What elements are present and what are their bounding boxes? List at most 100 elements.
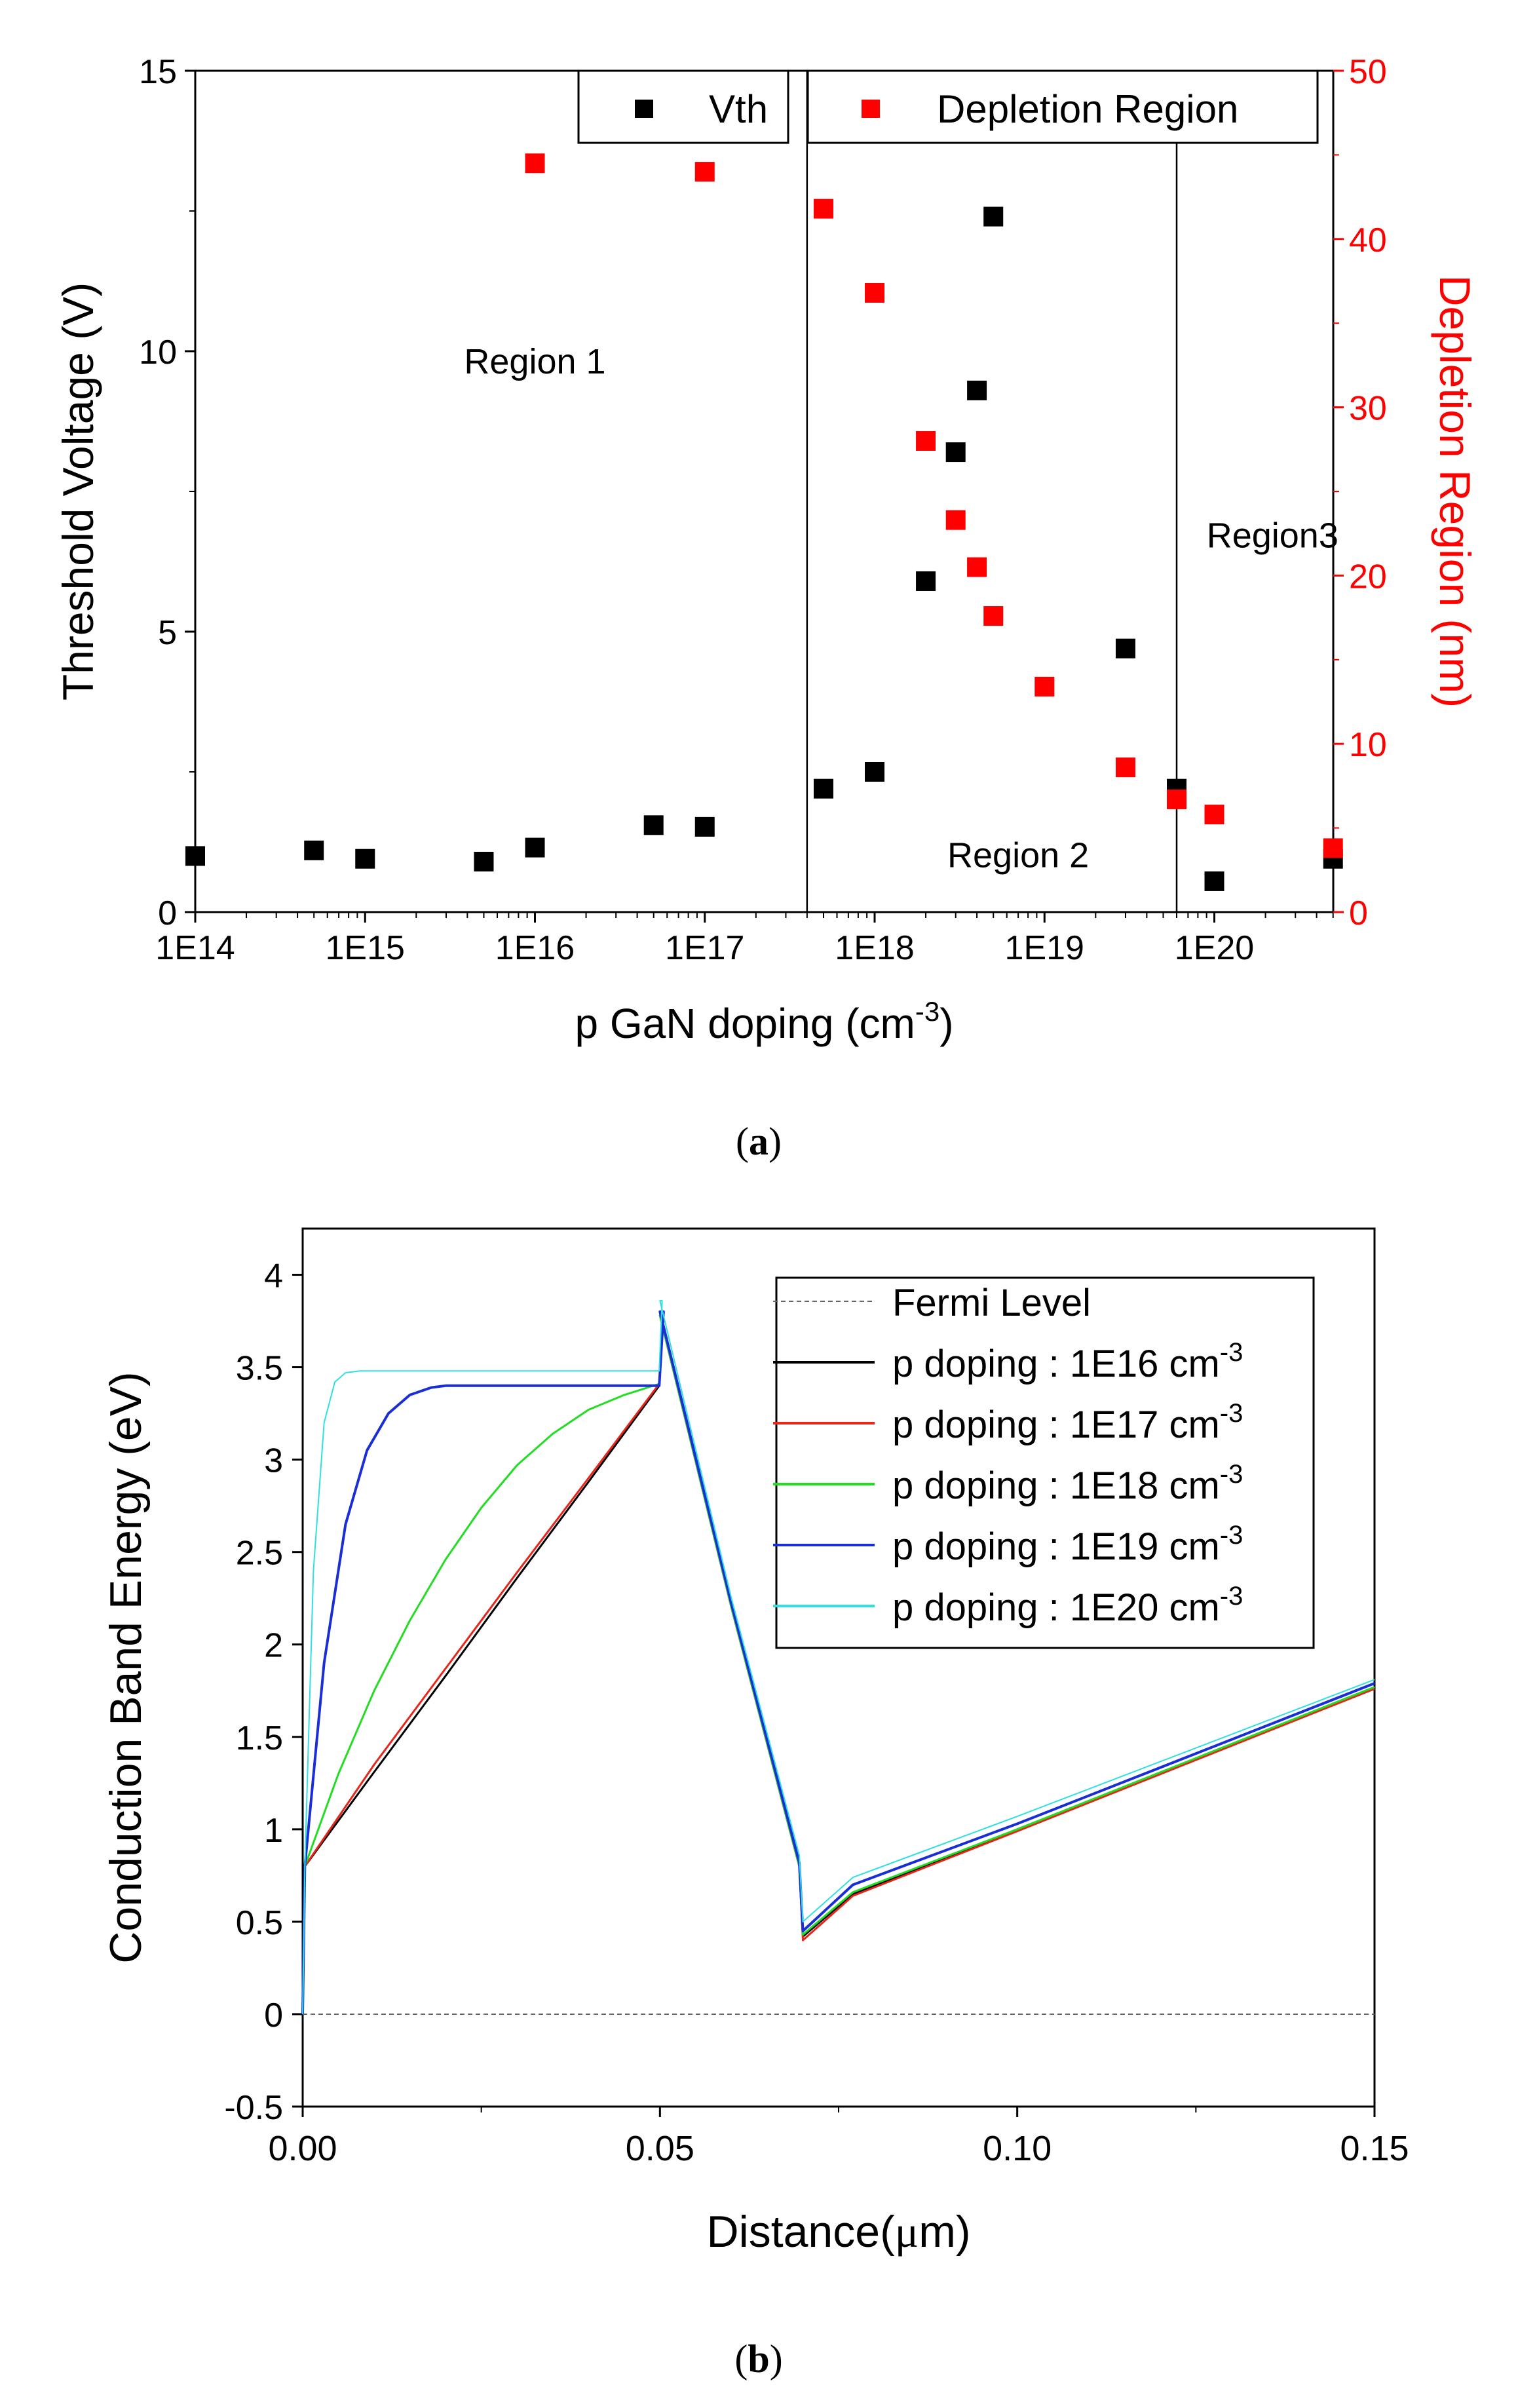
- y-right-tick-label: 30: [1349, 390, 1387, 428]
- depletion-point: [694, 162, 715, 182]
- vth-point: [643, 815, 664, 835]
- vth-point: [1115, 638, 1135, 659]
- y-tick-label: 0: [158, 894, 177, 932]
- x-axis-title-mu: μ: [895, 2207, 919, 2257]
- legend-label-2: p doping : 1E17 cm-3: [892, 1399, 1243, 1446]
- x-tick-label: 1E19: [1005, 929, 1084, 967]
- region-label-3: Region3: [1207, 516, 1338, 556]
- y-tick-label: 2: [264, 1627, 283, 1665]
- y-tick-label: 5: [158, 614, 177, 652]
- y-right-tick-label: 50: [1349, 53, 1387, 91]
- depletion-point: [916, 430, 936, 451]
- y-axis-title: Conduction Band Energy (eV): [101, 1371, 151, 1963]
- y-right-tick-label: 20: [1349, 558, 1387, 596]
- panel-b-caption: (b): [734, 2337, 782, 2380]
- vth-point: [525, 837, 545, 858]
- y-right-tick-label: 40: [1349, 221, 1387, 259]
- region-label-2: Region 2: [947, 836, 1089, 875]
- caption-open: (: [736, 1120, 749, 1163]
- vth-point: [945, 442, 966, 463]
- vth-point: [185, 846, 205, 866]
- x-tick-label: 1E17: [665, 929, 744, 967]
- depletion-point: [1167, 789, 1187, 809]
- depletion-point: [525, 153, 545, 174]
- depletion-point: [1034, 676, 1055, 697]
- legend-depletion-marker: [862, 100, 880, 118]
- vth-point: [865, 762, 885, 782]
- vth-point: [694, 816, 715, 837]
- legend-label-3: p doping : 1E18 cm-3: [892, 1460, 1243, 1507]
- x-axis-title: p GaN doping (cm-3): [575, 996, 953, 1047]
- legend-label-sup: -3: [1220, 1521, 1243, 1550]
- x-tick-label: 1E18: [835, 929, 914, 967]
- y-tick-label: 0.5: [236, 1904, 283, 1942]
- caption-letter: b: [748, 2337, 769, 2380]
- depletion-point: [1323, 838, 1343, 858]
- legend-label-5: p doping : 1E20 cm-3: [892, 1582, 1243, 1629]
- x-tick-label: 1E15: [326, 929, 405, 967]
- x-axis-title-unit: m): [919, 2207, 970, 2257]
- depletion-point: [945, 510, 966, 530]
- legend-depletion: Depletion Region: [806, 69, 1319, 144]
- vth-point: [355, 849, 375, 869]
- y-tick-label: 15: [139, 53, 177, 91]
- y-tick-label: 1: [264, 1812, 283, 1850]
- y-tick-label: 3.5: [236, 1350, 283, 1388]
- x-tick-label: 0.15: [1340, 2129, 1409, 2168]
- legend-depletion-box: [806, 69, 1319, 144]
- legend-label-sup: -3: [1220, 1338, 1243, 1367]
- legend-fermi-label: Fermi Level: [892, 1282, 1091, 1324]
- caption-close: ): [768, 1120, 782, 1163]
- vth-point: [983, 206, 1004, 227]
- vth-point: [474, 851, 494, 871]
- depletion-point: [967, 557, 987, 577]
- y-tick-label: 1.5: [236, 1719, 283, 1757]
- legend-label-sup: -3: [1220, 1582, 1243, 1611]
- legend-vth: Vth: [577, 69, 789, 144]
- depletion-point: [983, 606, 1004, 626]
- y-right-tick-label: 10: [1349, 726, 1387, 764]
- depletion-point: [1204, 805, 1224, 825]
- x-tick-label: 0.10: [983, 2129, 1052, 2168]
- caption-letter: a: [749, 1120, 768, 1163]
- vth-point: [967, 380, 987, 400]
- caption-close: ): [770, 2337, 783, 2380]
- legend-label-1: p doping : 1E16 cm-3: [892, 1338, 1243, 1385]
- panel-a-threshold-voltage-chart: 1E14 1E15 1E16 1E17 1E18 1E19 1E20 0 5 10 15 0 10 20 3…: [54, 53, 1479, 1163]
- legend-vth-label: Vth: [709, 87, 768, 131]
- panel-b-conduction-band-chart: 0.00 0.05 0.10 0.15 -0.5 0 0.5 1 1.5 2 2.5 3 3.5 4 Dis…: [101, 1227, 1409, 2380]
- y-tick-label: 3: [264, 1442, 283, 1480]
- caption-open: (: [734, 2337, 748, 2380]
- legend: Fermi Level p doping : 1E16 cm-3 p doping …: [773, 1276, 1315, 1649]
- legend-label-4: p doping : 1E19 cm-3: [892, 1521, 1243, 1568]
- x-tick-label: 1E16: [495, 929, 575, 967]
- panel-a-caption: (a): [736, 1120, 782, 1163]
- legend-label-sup: -3: [1220, 1399, 1243, 1428]
- legend-label-sup: -3: [1220, 1460, 1243, 1489]
- legend-depletion-label: Depletion Region: [937, 87, 1238, 131]
- x-tick-label: 0.05: [626, 2129, 694, 2168]
- x-tick-label: 0.00: [268, 2129, 337, 2168]
- y-tick-label: 2.5: [236, 1535, 283, 1573]
- vth-point: [304, 840, 324, 860]
- y-tick-label: 0: [264, 1997, 283, 2035]
- depletion-point: [865, 282, 885, 303]
- y-tick-label: -0.5: [224, 2089, 283, 2127]
- depletion-point: [813, 199, 833, 219]
- y-tick-label: 4: [264, 1257, 283, 1295]
- x-tick-label: 1E20: [1175, 929, 1254, 967]
- legend-box: [775, 1276, 1315, 1649]
- region-label-1: Region 1: [464, 342, 605, 381]
- x-axis-title: Distance(μm): [707, 2207, 971, 2257]
- y-right-tick-label: 0: [1349, 894, 1368, 932]
- x-tick-label: 1E14: [155, 929, 235, 967]
- y-tick-label: 10: [139, 334, 177, 372]
- vth-point: [813, 778, 833, 799]
- legend-vth-marker: [635, 100, 653, 118]
- x-axis-title-close: ): [939, 1000, 953, 1047]
- y-axis-title: Threshold Voltage (V): [54, 282, 102, 700]
- series-line-5: [302, 1300, 1375, 2014]
- x-axis-title-sup: -3: [915, 996, 939, 1027]
- vth-point: [1204, 871, 1224, 891]
